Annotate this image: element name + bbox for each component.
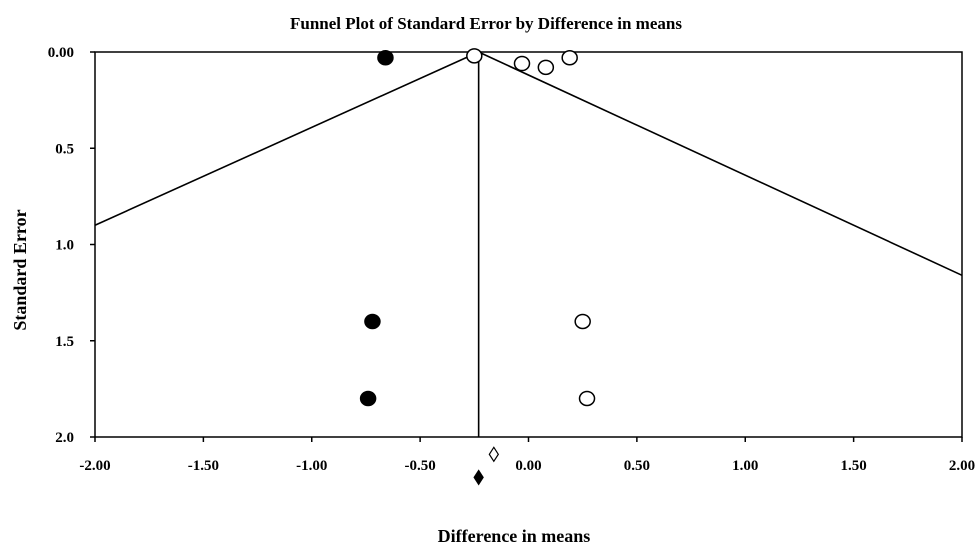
funnel-left-line bbox=[94, 51, 479, 226]
y-tick-label: 1.0 bbox=[55, 238, 74, 254]
x-tick-label: -1.00 bbox=[296, 458, 327, 474]
plot-layer: -2.00 -1.50 -1.00 -0.50 0.00 0.50 1.00 1.50 2.00… bbox=[48, 45, 975, 486]
x-tick-label: 0.00 bbox=[515, 458, 541, 474]
y-tick-label: 2.0 bbox=[55, 430, 74, 446]
observed-study-point bbox=[574, 313, 591, 330]
x-axis-label: Difference in means bbox=[438, 526, 591, 546]
x-tick-label: -0.50 bbox=[405, 458, 436, 474]
imputed-study-point bbox=[364, 313, 381, 330]
y-tick-label: 1.5 bbox=[55, 334, 74, 350]
observed-study-point bbox=[513, 55, 531, 72]
y-tick-label: 0.00 bbox=[48, 45, 74, 61]
adjusted-summary-diamond bbox=[473, 469, 484, 486]
chart-title: Funnel Plot of Standard Error by Differe… bbox=[290, 14, 682, 33]
x-tick-label: -1.50 bbox=[188, 458, 219, 474]
imputed-study-point bbox=[359, 390, 377, 407]
observed-summary-diamond bbox=[488, 446, 500, 463]
x-tick-label: 2.00 bbox=[949, 458, 975, 474]
imputed-study-point bbox=[377, 50, 394, 66]
observed-study-point bbox=[578, 390, 596, 407]
x-tick-label: -2.00 bbox=[79, 458, 110, 474]
x-tick-label: 1.50 bbox=[841, 458, 867, 474]
y-tick-label: 0.5 bbox=[55, 141, 74, 157]
observed-study-point bbox=[537, 59, 555, 76]
observed-study-point bbox=[561, 50, 578, 66]
funnel-right-line bbox=[478, 51, 963, 277]
y-axis-label: Standard Error bbox=[10, 209, 30, 330]
x-tick-label: 0.50 bbox=[624, 458, 650, 474]
observed-study-point bbox=[466, 48, 483, 64]
x-tick-label: 1.00 bbox=[732, 458, 758, 474]
plot-frame bbox=[94, 51, 963, 438]
